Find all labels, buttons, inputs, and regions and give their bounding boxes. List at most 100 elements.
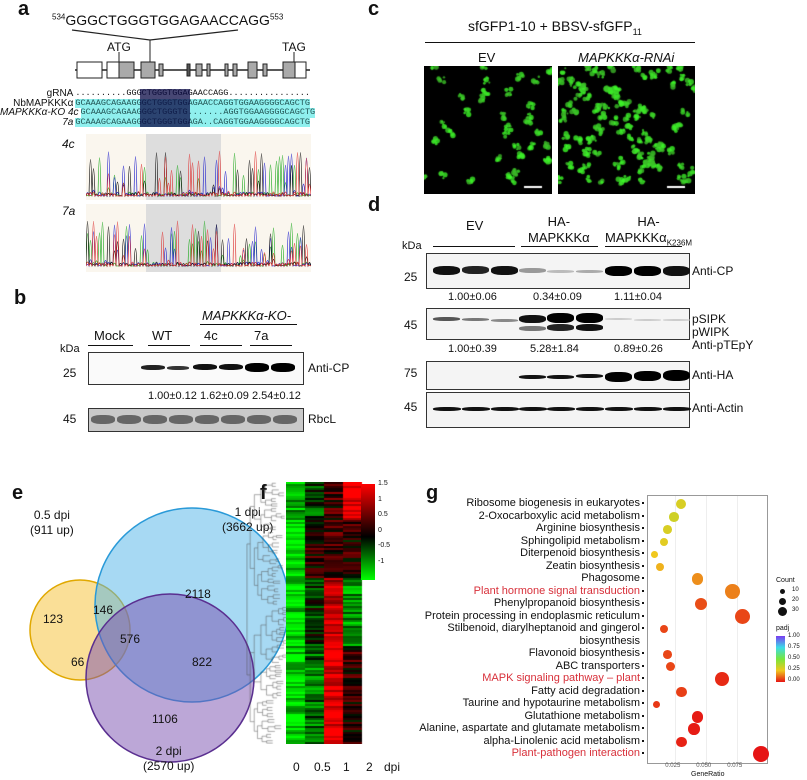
y-tick xyxy=(642,614,644,617)
group-ha-mapkkk: HA- MAPKKKα xyxy=(528,214,590,245)
protein-band xyxy=(634,319,661,321)
category-label: Plant hormone signal transduction xyxy=(473,584,640,597)
micrograph-ev xyxy=(424,66,552,194)
kda-label: kDa xyxy=(60,343,80,355)
group-line xyxy=(200,324,297,325)
color-legend-value: 0.25 xyxy=(788,666,800,672)
seq-start: 534 xyxy=(52,12,66,22)
y-tick xyxy=(642,602,644,605)
data-point xyxy=(695,598,708,611)
protein-band xyxy=(663,266,690,276)
color-legend-title: padj xyxy=(776,625,790,632)
group-ha-k236m: HA- MAPKKKαK236M xyxy=(605,214,692,252)
category-label: Glutathione metabolism xyxy=(524,709,640,722)
start-codon: ATG xyxy=(107,40,131,54)
lane-label: Mock xyxy=(94,328,126,343)
x-label: 0.5 xyxy=(314,760,331,774)
marker: 25 xyxy=(404,270,418,284)
data-point xyxy=(659,537,669,546)
category-label: Diterpenoid biosynthesis xyxy=(520,547,640,559)
protein-band xyxy=(167,366,189,370)
kda-label: kDa xyxy=(402,240,422,252)
region-count: 146 xyxy=(93,603,114,617)
protein-band xyxy=(221,415,245,424)
region-count: 2118 xyxy=(185,587,211,601)
group-sub: K236M xyxy=(666,238,693,248)
protein-band xyxy=(169,415,193,424)
y-tick xyxy=(642,589,644,592)
panel-label-d: d xyxy=(368,194,381,216)
marker: 45 xyxy=(404,400,418,414)
category-label: Taurine and hypotaurine metabolism xyxy=(462,697,640,709)
protein-band xyxy=(491,319,518,322)
color-legend-value: 0.00 xyxy=(788,677,800,683)
panel-label-e: e xyxy=(12,482,24,504)
protein-band xyxy=(193,364,217,370)
blot-anti-cp xyxy=(426,253,690,289)
align-name: NbMAPKKKα xyxy=(13,97,74,109)
quant-value: 1.62±0.09 xyxy=(200,390,249,402)
protein-band xyxy=(271,363,295,372)
lane-line xyxy=(148,345,190,346)
set-count: (911 up) xyxy=(30,523,74,537)
colorbar-tick: 1 xyxy=(378,495,382,503)
data-point xyxy=(691,573,704,586)
trace-line xyxy=(86,223,311,268)
protein-band xyxy=(433,407,461,411)
panel-label-g: g xyxy=(426,482,439,504)
protein-band xyxy=(576,407,604,411)
y-tick xyxy=(642,502,644,505)
quant-value: 1.00±0.12 xyxy=(148,390,197,402)
set-count: (2570 up) xyxy=(143,759,195,773)
y-tick xyxy=(642,702,644,705)
category-label: alpha-Linolenic acid metabolism xyxy=(483,734,640,747)
lane-line xyxy=(88,345,133,346)
x-tick: 0.025 xyxy=(665,763,681,769)
y-tick xyxy=(642,727,644,730)
lane-line xyxy=(250,345,292,346)
data-point xyxy=(724,584,740,600)
x-axis-label: GeneRatio xyxy=(691,771,725,778)
protein-band xyxy=(245,363,269,372)
protein-band xyxy=(462,318,489,321)
colorbar-tick: -1 xyxy=(378,557,385,565)
region-count: 576 xyxy=(120,632,141,646)
align-seq: GCAAAGCAGAAGGGCTGGGTG.......AGGTGGAAGGGG… xyxy=(80,107,316,118)
data-point xyxy=(650,550,658,558)
grid-line xyxy=(675,496,677,763)
category-label: Sphingolipid metabolism xyxy=(520,534,640,547)
protein-band xyxy=(117,415,141,424)
data-point xyxy=(663,524,673,534)
category-label: Phenylpropanoid biosynthesis xyxy=(493,597,640,609)
protein-band xyxy=(547,270,574,273)
quant-value: 2.54±0.12 xyxy=(252,390,301,402)
data-point xyxy=(752,746,769,763)
ko-group-header: MAPKKKα-KO- xyxy=(202,308,292,323)
data-point xyxy=(659,625,669,634)
group-text: HA- MAPKKKα xyxy=(605,214,667,245)
group-line xyxy=(605,246,682,247)
blot-label: pSIPK pWIPK Anti-pTEpY xyxy=(692,312,754,352)
protein-band xyxy=(605,372,632,382)
protein-band xyxy=(195,415,219,424)
stop-codon: TAG xyxy=(282,40,306,54)
align-seq: GCAAAGCAGAAGGGCTGGGTGGAGAACCAGGTGGAAGGGG… xyxy=(75,97,310,108)
y-tick xyxy=(642,677,644,680)
lane-label: 7a xyxy=(254,328,269,343)
column-ev: EV xyxy=(478,50,496,65)
y-tick xyxy=(642,539,644,542)
blot-rbcl xyxy=(88,408,304,432)
protein-band xyxy=(433,317,460,321)
x-label: 2 xyxy=(366,760,373,774)
y-tick xyxy=(642,714,644,717)
sequence-alignment: gRNA ..........GGGCTGGGTGGAGAACCAGG......… xyxy=(0,88,316,127)
protein-band xyxy=(141,365,165,370)
colorbar-tick: 0.5 xyxy=(378,511,388,518)
protein-band xyxy=(91,415,115,424)
size-legend-value: 20 xyxy=(792,597,799,603)
panel-c-title: sfGFP1-10 + BBSV-sfGFP11 xyxy=(468,18,642,37)
protein-band xyxy=(491,266,518,275)
target-sequence: 534GGGCTGGGTGGAGAACCAGG553 xyxy=(52,12,283,28)
panel-label-a: a xyxy=(18,0,30,20)
